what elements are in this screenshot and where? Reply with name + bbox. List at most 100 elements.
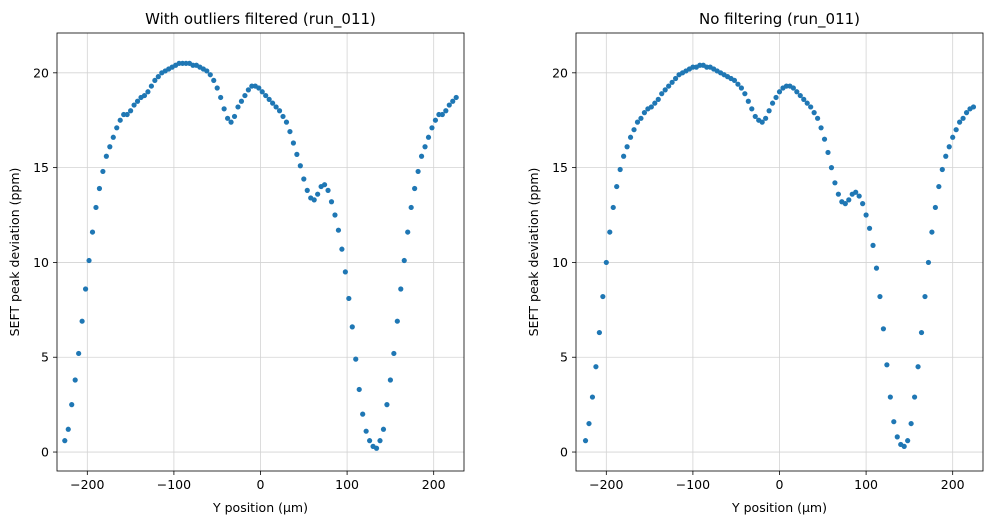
data-point xyxy=(801,96,807,102)
data-point xyxy=(439,111,445,118)
data-point xyxy=(766,108,772,114)
data-point xyxy=(828,165,835,171)
data-point xyxy=(412,185,418,192)
data-point xyxy=(76,350,82,357)
y-axis-label: SEFT peak deviation (ppm) xyxy=(7,168,22,337)
data-point xyxy=(659,91,665,97)
x-tick-label: 100 xyxy=(335,477,359,492)
x-tick-label: −100 xyxy=(676,477,710,492)
data-point xyxy=(808,104,814,110)
data-point xyxy=(401,257,407,264)
data-point xyxy=(738,85,744,91)
data-point xyxy=(905,438,911,444)
y-tick-label: 15 xyxy=(552,160,568,175)
data-point xyxy=(145,89,151,95)
data-point xyxy=(825,149,831,156)
data-point xyxy=(425,134,432,140)
data-point xyxy=(638,115,644,121)
data-point xyxy=(662,87,668,93)
data-point xyxy=(214,85,220,91)
data-point xyxy=(863,212,869,218)
data-point xyxy=(422,144,428,150)
x-tick-label: −200 xyxy=(70,477,104,492)
data-point xyxy=(943,153,949,159)
data-point xyxy=(749,106,755,112)
data-point xyxy=(450,98,456,104)
data-point xyxy=(79,318,85,324)
data-point xyxy=(856,193,862,199)
data-point xyxy=(842,201,848,207)
data-point xyxy=(915,364,921,370)
data-point xyxy=(131,102,137,108)
data-point xyxy=(634,119,641,125)
data-point xyxy=(804,100,810,106)
data-point xyxy=(432,117,439,123)
data-point xyxy=(328,199,335,205)
data-point xyxy=(589,394,596,400)
data-point xyxy=(735,81,741,87)
data-point xyxy=(794,89,800,95)
data-point xyxy=(901,443,907,449)
data-point xyxy=(238,98,245,104)
x-tick-label: 0 xyxy=(257,477,265,492)
data-point xyxy=(398,286,404,292)
data-point xyxy=(86,257,92,264)
data-point xyxy=(311,197,317,203)
data-point xyxy=(818,125,824,131)
y-tick-label: 0 xyxy=(41,445,49,460)
data-point xyxy=(373,445,380,451)
data-point xyxy=(335,227,342,233)
data-point xyxy=(891,419,897,425)
data-point xyxy=(745,98,751,104)
data-point xyxy=(315,191,321,197)
data-point xyxy=(853,189,859,195)
data-point xyxy=(811,110,817,116)
data-point xyxy=(207,72,213,78)
data-point xyxy=(117,117,123,123)
data-point xyxy=(224,115,231,121)
data-point xyxy=(731,77,738,84)
y-tick-label: 5 xyxy=(560,350,568,365)
data-point xyxy=(342,269,348,275)
data-point xyxy=(600,293,606,300)
data-point xyxy=(325,187,331,193)
data-point xyxy=(887,394,893,400)
data-point xyxy=(776,89,783,95)
data-point xyxy=(266,96,272,102)
data-point xyxy=(339,246,345,252)
data-point xyxy=(114,125,120,131)
data-point xyxy=(607,229,613,235)
data-point xyxy=(742,91,748,97)
data-point xyxy=(356,386,362,393)
data-point xyxy=(929,229,935,235)
data-point xyxy=(832,180,838,186)
y-tick-label: 20 xyxy=(33,65,49,80)
x-tick-label: 200 xyxy=(422,477,446,492)
data-point xyxy=(231,113,238,120)
data-point xyxy=(110,134,116,140)
data-point xyxy=(204,68,210,74)
data-point xyxy=(141,92,148,99)
data-point xyxy=(155,74,161,80)
data-point xyxy=(387,377,393,383)
data-point xyxy=(846,197,852,203)
data-point xyxy=(69,402,75,408)
data-point xyxy=(617,166,623,173)
data-point xyxy=(332,212,338,218)
y-tick-label: 20 xyxy=(552,65,568,80)
data-point xyxy=(408,204,414,211)
data-point xyxy=(394,318,400,324)
data-point xyxy=(297,163,303,169)
data-point xyxy=(593,364,599,370)
data-point xyxy=(256,85,262,91)
data-point xyxy=(769,100,776,106)
chart-title: No filtering (run_011) xyxy=(699,10,860,29)
data-point xyxy=(666,83,672,89)
data-point xyxy=(321,182,328,188)
data-point xyxy=(363,428,369,434)
data-point xyxy=(103,153,109,159)
data-point xyxy=(925,259,932,266)
data-point xyxy=(273,104,279,110)
data-point xyxy=(384,402,390,408)
data-point xyxy=(415,168,421,175)
